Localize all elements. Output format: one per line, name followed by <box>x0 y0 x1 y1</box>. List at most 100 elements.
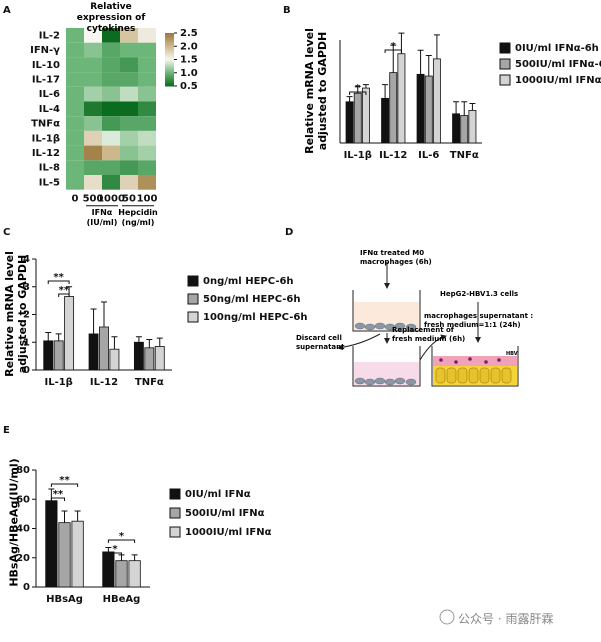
heatmap-cell <box>66 101 84 117</box>
colorbar-segment <box>165 79 174 82</box>
error-bar <box>461 101 468 116</box>
colorbar-segment <box>165 78 174 80</box>
colorbar-segment <box>165 46 174 49</box>
bar <box>432 58 441 144</box>
heatmap-cell <box>120 116 138 131</box>
error-bar <box>469 103 476 111</box>
significance-bracket <box>107 552 122 556</box>
significance-label: * <box>355 83 361 94</box>
colorbar-segment <box>165 84 174 87</box>
colorbar-tick-label: 1.5 <box>180 55 198 66</box>
protocol-diagram <box>337 262 519 387</box>
heatmap-cell <box>84 101 102 117</box>
colorbar-segment <box>165 74 174 76</box>
heatmap-cell <box>84 160 102 175</box>
group-label: Hepcidin (ng/ml) <box>118 207 158 227</box>
heatmap-cell <box>102 130 120 146</box>
bar <box>460 115 469 144</box>
heatmap-cell <box>120 175 138 190</box>
x-tick-label: IL-12 <box>379 150 407 161</box>
heatmap-cell <box>138 145 156 161</box>
colorbar-segment <box>165 58 174 60</box>
heatmap-cell <box>102 86 120 102</box>
row-label: IL-17 <box>32 74 60 85</box>
heatmap-cell <box>120 72 138 87</box>
heatmap-cell <box>138 72 156 87</box>
colorbar-segment <box>165 54 174 57</box>
colorbar-segment <box>165 60 174 63</box>
legend-swatch <box>169 488 181 500</box>
y-tick-label: 40 <box>16 524 30 535</box>
colorbar-segment <box>165 72 174 75</box>
significance-bracket <box>47 280 70 284</box>
significance-label: * <box>119 531 125 542</box>
legend-swatch <box>499 58 511 70</box>
heatmap-cell <box>102 42 120 58</box>
x-tick-label: TNFα <box>450 150 479 161</box>
row-label: TNFα <box>31 119 60 130</box>
heatmap-cell <box>138 116 156 131</box>
heatmap-cell <box>102 160 120 175</box>
bar <box>53 340 64 371</box>
error-bar <box>346 96 353 102</box>
bar <box>45 500 58 588</box>
x-tick-label: IL-12 <box>90 377 118 388</box>
error-bar <box>131 554 138 561</box>
bar <box>64 296 75 371</box>
colorbar-segment <box>165 56 174 59</box>
row-label: IL-10 <box>32 60 60 71</box>
y-axis-label: HBsAg/HBeAg(IU/ml) <box>7 458 21 587</box>
colorbar-segment <box>165 80 174 83</box>
y-axis-label: Relative mRNA level adjusted to GAPDH <box>3 251 29 377</box>
bar <box>154 346 165 371</box>
heatmap-cell <box>138 57 156 73</box>
heatmap-cell <box>66 57 84 73</box>
bar <box>361 87 370 144</box>
panel-letter: B <box>283 5 291 16</box>
bar <box>397 53 406 144</box>
colorbar-tick-label: 2.0 <box>180 41 198 52</box>
y-tick-label: 0 <box>23 365 30 376</box>
error-bar <box>105 547 112 552</box>
significance-bracket <box>107 539 136 543</box>
colorbar-segment <box>165 83 174 86</box>
error-bar <box>111 336 118 350</box>
colorbar-segment <box>165 66 174 68</box>
heatmap-cell <box>66 160 84 175</box>
bar <box>133 341 144 371</box>
colorbar-segment <box>165 64 174 67</box>
colorbar-segment <box>165 52 174 55</box>
heatmap-cell <box>66 72 84 87</box>
significance-bracket <box>384 49 402 53</box>
heatmap-cell <box>102 175 120 190</box>
colorbar-segment <box>165 75 174 78</box>
row-label: IL-6 <box>39 89 60 100</box>
row-label: IL-12 <box>32 148 60 159</box>
error-bar <box>61 510 68 523</box>
y-axis-label: Relative mRNA level adjusted to GAPDH <box>303 28 329 154</box>
colorbar-segment <box>165 34 174 37</box>
error-bar <box>156 337 163 347</box>
colorbar-segment <box>165 33 174 35</box>
bar <box>381 97 390 144</box>
heatmap-title: Relative expression of cytokines <box>76 2 146 34</box>
colorbar-segment <box>165 67 174 70</box>
y-tick-label: 2 <box>23 310 30 321</box>
heatmap-cell <box>84 57 102 73</box>
colorbar-segment <box>165 68 174 71</box>
diagram-label: Replacement of fresh medium (6h) <box>392 326 466 343</box>
heatmap-cell <box>66 28 84 43</box>
heatmap-cell <box>120 86 138 102</box>
x-tick-label: HBeAg <box>103 594 141 605</box>
y-tick-label: 60 <box>16 494 30 505</box>
heatmap-cell <box>84 130 102 146</box>
heatmap-cell <box>138 160 156 175</box>
heatmap-cell <box>102 57 120 73</box>
legend-swatch <box>499 42 511 54</box>
column-label: 1000 <box>97 194 125 205</box>
colorbar-segment <box>165 51 174 54</box>
heatmap-cell <box>138 86 156 102</box>
heatmap-cell <box>66 86 84 102</box>
